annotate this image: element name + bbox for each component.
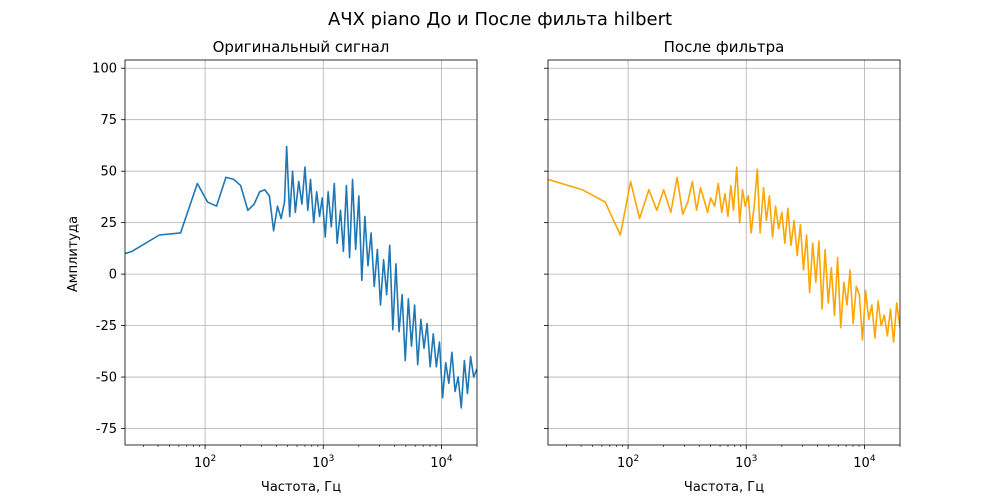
chart-left-ytick-label: 50 xyxy=(100,165,117,180)
chart-left-xtick-base: 10 xyxy=(312,456,329,471)
chart-right-xtick-exp: 3 xyxy=(752,454,758,464)
chart-right-xtick-label: 104 xyxy=(853,454,876,471)
chart-right-title: После фильтра xyxy=(664,38,785,56)
chart-right-xtick-base: 10 xyxy=(617,456,634,471)
chart-right-xtick-label: 102 xyxy=(617,454,639,471)
chart-right: После фильтра Частота, Гц 102 103 104 xyxy=(544,38,901,495)
chart-left-ytick-label: -75 xyxy=(96,422,117,437)
chart-left-ytick-label: 25 xyxy=(100,216,117,231)
chart-left-xtick-label: 102 xyxy=(194,454,216,471)
figure-suptitle: АЧХ piano До и После фильта hilbert xyxy=(328,9,672,30)
chart-left-xtick-label: 104 xyxy=(430,454,453,471)
chart-left-xtick-base: 10 xyxy=(430,456,447,471)
chart-left-series-line xyxy=(125,145,477,409)
chart-right-xtick-exp: 2 xyxy=(633,454,639,464)
chart-left-ytick-label: 0 xyxy=(109,268,117,283)
chart-right-xtick-base: 10 xyxy=(853,456,870,471)
chart-left-xtick-exp: 2 xyxy=(210,454,216,464)
chart-right-xlabel: Частота, Гц xyxy=(684,480,764,495)
chart-right-xtick-label: 103 xyxy=(735,454,757,471)
chart-left-ytick-label: 100 xyxy=(92,62,117,77)
chart-left-ytick-label: -25 xyxy=(96,319,117,334)
chart-left-xtick-base: 10 xyxy=(194,456,211,471)
chart-left-xlabel: Частота, Гц xyxy=(261,480,341,495)
chart-right-xtick-base: 10 xyxy=(735,456,752,471)
chart-left-xtick-exp: 4 xyxy=(447,454,453,464)
chart-right-series-line xyxy=(548,166,900,343)
chart-left-ytick-label: -50 xyxy=(96,371,117,386)
chart-left-xtick-label: 103 xyxy=(312,454,334,471)
chart-right-xtick-exp: 4 xyxy=(870,454,876,464)
chart-left-title: Оригинальный сигнал xyxy=(213,38,390,56)
chart-left-ylabel: Амплитуда xyxy=(66,216,81,292)
chart-left-ytick-label: 75 xyxy=(100,113,117,128)
chart-left-xtick-exp: 3 xyxy=(329,454,335,464)
chart-left: Оригинальный сигнал Частота, Гц Амплитуд… xyxy=(66,38,478,495)
chart-left-frame xyxy=(124,59,478,446)
chart-right-frame xyxy=(547,59,901,446)
